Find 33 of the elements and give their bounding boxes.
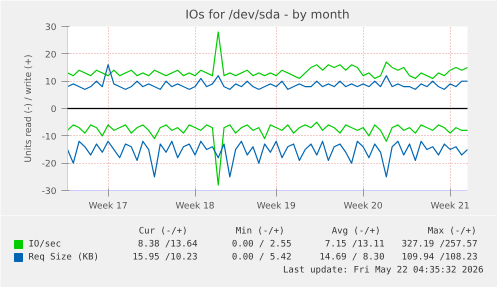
y-tick-label: 30 bbox=[45, 23, 57, 33]
y-tick-label: 0 bbox=[50, 105, 57, 115]
legend-label: IO/sec bbox=[28, 240, 62, 250]
line-series bbox=[68, 122, 468, 186]
line-series bbox=[68, 140, 468, 178]
y-tick-label: -20 bbox=[42, 160, 57, 170]
text: 0.00 / 2.55 bbox=[232, 240, 292, 250]
text: 109.94 /108.23 bbox=[402, 252, 478, 262]
y-tick-label: 10 bbox=[45, 78, 57, 88]
text: 327.19 /257.57 bbox=[402, 240, 478, 250]
text: 8.38 /13.64 bbox=[138, 240, 198, 250]
y-tick-label: -30 bbox=[42, 187, 57, 197]
y-tick-label: 20 bbox=[45, 50, 57, 60]
x-tick-label: Week 18 bbox=[176, 202, 215, 212]
x-tick-label: Week 17 bbox=[88, 202, 128, 212]
text: Last update: Fri May 22 04:35:32 2026 bbox=[283, 266, 484, 276]
y-axis-title: Units read (-) / write (+) bbox=[24, 54, 34, 163]
line-series bbox=[68, 64, 468, 90]
y-tick-label: -10 bbox=[42, 132, 57, 142]
text: 15.95 /10.23 bbox=[132, 252, 198, 262]
text: 14.69 / 8.30 bbox=[319, 252, 385, 262]
legend-label: Req Size (KB) bbox=[28, 252, 99, 262]
x-tick-label: Week 20 bbox=[344, 202, 383, 212]
text: Cur (-/+) bbox=[138, 226, 188, 236]
chart-title: IOs for /dev/sda - by month bbox=[185, 8, 350, 22]
line-series bbox=[68, 31, 468, 80]
text: 0.00 / 5.42 bbox=[232, 252, 292, 262]
text: Avg (-/+) bbox=[332, 226, 381, 236]
x-tick-label: Week 19 bbox=[256, 202, 296, 212]
x-tick-label: Week 21 bbox=[430, 202, 470, 212]
text: Max (-/+) bbox=[428, 226, 477, 236]
text: Min (-/+) bbox=[236, 226, 285, 236]
text: 7.15 /13.11 bbox=[324, 240, 385, 250]
